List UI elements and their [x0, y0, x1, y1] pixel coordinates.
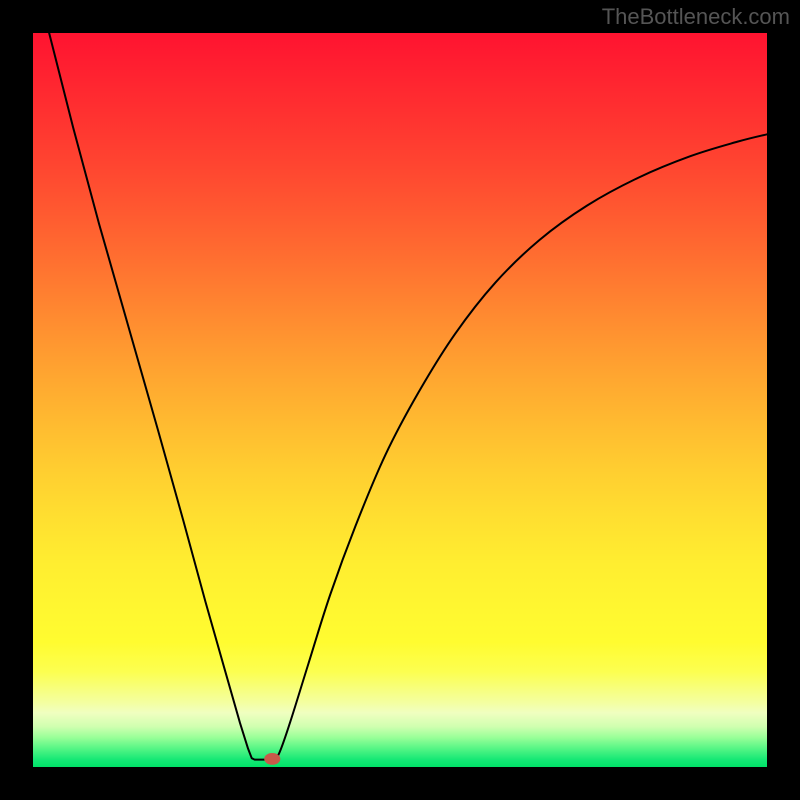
bottleneck-chart — [0, 0, 800, 800]
chart-container: TheBottleneck.com — [0, 0, 800, 800]
minimum-marker — [264, 753, 280, 765]
plot-background — [33, 33, 767, 767]
watermark-text: TheBottleneck.com — [602, 4, 790, 30]
